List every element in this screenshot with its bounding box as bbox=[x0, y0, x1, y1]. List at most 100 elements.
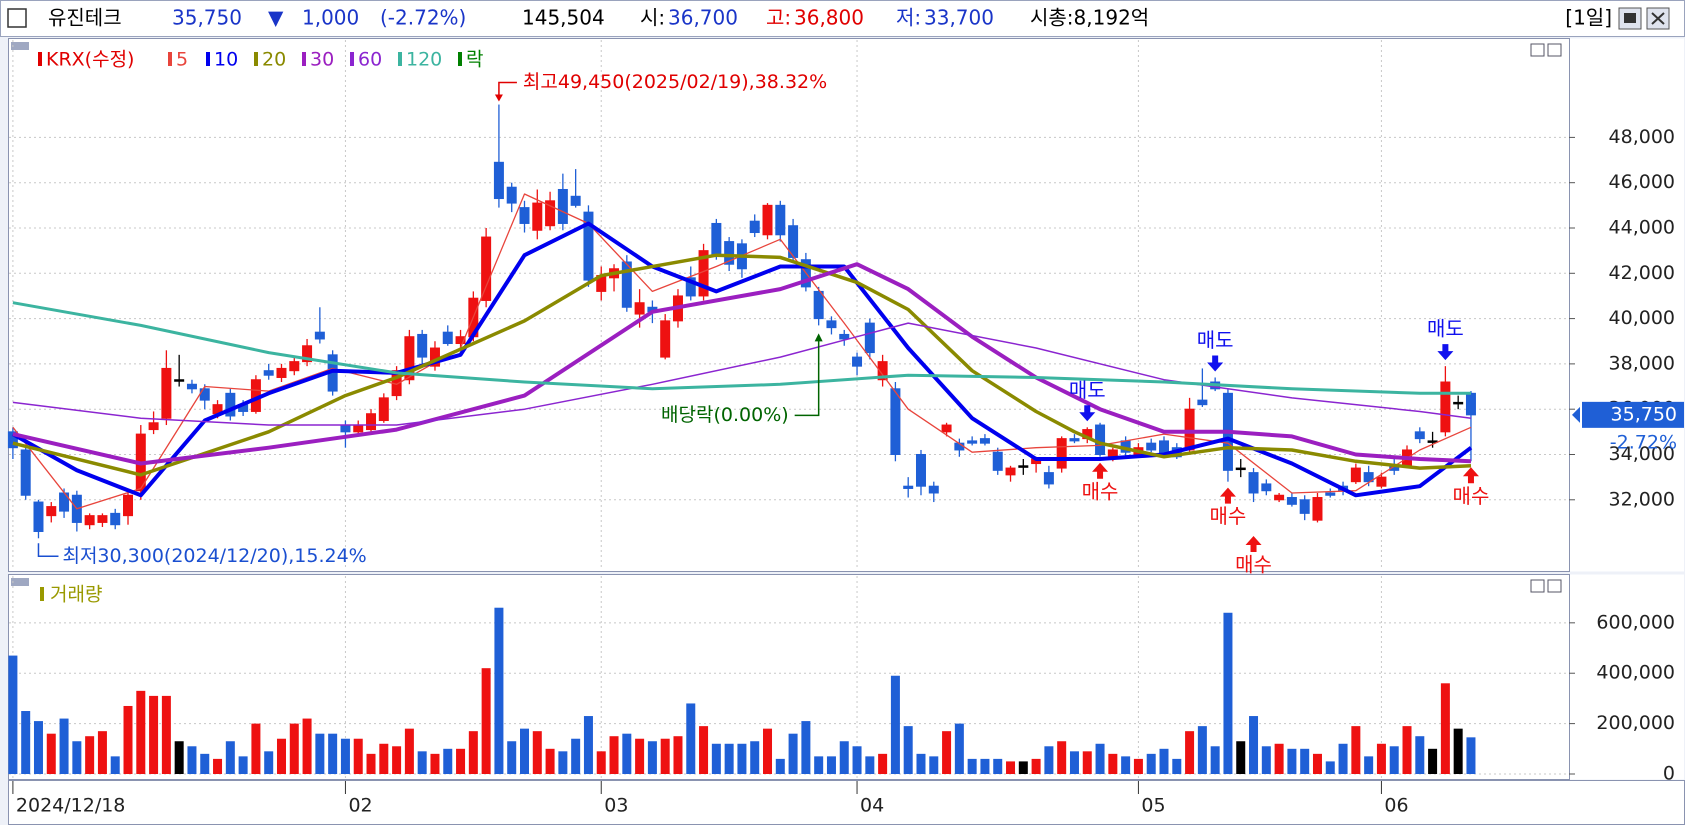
candle-body bbox=[724, 241, 735, 265]
candle-body bbox=[1465, 392, 1476, 416]
volume-bar bbox=[379, 743, 389, 774]
candle-body bbox=[788, 225, 799, 258]
candle-body bbox=[877, 361, 888, 381]
candle-body bbox=[174, 379, 185, 382]
legend-swatch bbox=[38, 52, 42, 66]
grid bbox=[9, 40, 1575, 794]
volume-bar bbox=[494, 607, 504, 774]
volume-bar bbox=[1172, 758, 1182, 774]
x-tick-label: 02 bbox=[348, 795, 372, 817]
volume-bar bbox=[315, 733, 325, 774]
checkbox[interactable] bbox=[7, 8, 27, 28]
high-note-arrow bbox=[498, 81, 517, 99]
volume-bar bbox=[699, 726, 709, 774]
pane-max-button[interactable] bbox=[1530, 43, 1545, 57]
volume-bar bbox=[1466, 737, 1476, 774]
candle-body bbox=[852, 356, 863, 367]
volume-bar bbox=[149, 695, 159, 774]
volume-bar bbox=[417, 751, 427, 774]
period[interactable]: [1일] bbox=[1565, 6, 1612, 30]
volume-bar bbox=[942, 731, 952, 774]
low-label: 저: bbox=[896, 6, 921, 30]
legend-swatch bbox=[302, 52, 306, 66]
candle-body bbox=[1286, 497, 1297, 505]
volume-bar bbox=[583, 716, 593, 774]
candle-body bbox=[1414, 431, 1425, 440]
volume-bar bbox=[1402, 726, 1412, 774]
volume-bar bbox=[1351, 726, 1361, 774]
pane-max-button[interactable] bbox=[1530, 579, 1545, 593]
candle-body bbox=[289, 361, 300, 372]
volume-bar bbox=[545, 748, 555, 774]
high: 36,800 bbox=[794, 6, 864, 30]
volume-bar bbox=[289, 723, 299, 774]
candle-body bbox=[1069, 438, 1080, 442]
candle-body bbox=[749, 220, 760, 234]
candle-body bbox=[1274, 494, 1285, 501]
volume-bar bbox=[72, 741, 82, 774]
volume-bar bbox=[1415, 736, 1425, 774]
volume-bar bbox=[737, 743, 747, 774]
candle-body bbox=[1261, 483, 1272, 492]
restore-icon bbox=[1624, 13, 1636, 23]
volume-bar bbox=[404, 728, 414, 774]
candle-body bbox=[570, 195, 581, 206]
ma-line bbox=[12, 301, 1471, 395]
volume-bar bbox=[967, 758, 977, 774]
candle-body bbox=[532, 202, 543, 231]
volume-bar bbox=[366, 753, 376, 774]
price-tag-change: -2.72% bbox=[1610, 431, 1677, 453]
candle-body bbox=[33, 501, 44, 532]
legend-label: 20 bbox=[262, 49, 286, 71]
volume-bar bbox=[1185, 731, 1195, 774]
x-tick-label: 05 bbox=[1141, 795, 1165, 817]
legend-label: 120 bbox=[406, 49, 442, 71]
sell-signal: 매도 bbox=[1427, 317, 1464, 341]
candle-body bbox=[20, 449, 31, 496]
y-tick-label: 46,000 bbox=[1609, 171, 1675, 193]
volume-bar bbox=[1031, 758, 1041, 774]
sell-arrow bbox=[1207, 355, 1224, 372]
price-axis-area bbox=[1570, 38, 1684, 572]
sell-arrow bbox=[1437, 344, 1454, 361]
volume-bar bbox=[673, 736, 683, 774]
legend-swatch bbox=[254, 52, 258, 66]
legend-swatch bbox=[40, 587, 44, 601]
ma-line bbox=[12, 253, 1472, 477]
volume-bar bbox=[801, 721, 811, 774]
candle-body bbox=[84, 515, 95, 526]
candle-body bbox=[1043, 472, 1054, 485]
header-bar bbox=[0, 0, 1685, 37]
volume: 145,504 bbox=[522, 6, 605, 30]
pane-close-button[interactable] bbox=[1547, 43, 1562, 57]
volume-bar bbox=[123, 705, 133, 774]
volume-bar bbox=[213, 758, 223, 774]
candle-body bbox=[225, 392, 236, 417]
volume-bar bbox=[1095, 743, 1105, 774]
volume-bar bbox=[481, 668, 491, 774]
volume-bar bbox=[59, 718, 69, 774]
candle-body bbox=[839, 333, 850, 340]
labels: 32,00034,00036,00038,00040,00042,00044,0… bbox=[16, 49, 1684, 817]
pane-close-button[interactable] bbox=[1547, 579, 1562, 593]
price-tag bbox=[1582, 401, 1684, 428]
high-label: 고: bbox=[766, 6, 791, 30]
volume-bar bbox=[468, 731, 478, 774]
volume-bar bbox=[775, 758, 785, 774]
volume-bar bbox=[763, 728, 773, 774]
legend-swatch bbox=[168, 52, 172, 66]
volume-bar bbox=[276, 738, 286, 774]
change-sign: ▼ bbox=[268, 6, 284, 30]
volume-bar bbox=[903, 726, 913, 774]
price-pane bbox=[8, 38, 1570, 572]
legend-label: 10 bbox=[214, 49, 238, 71]
candle-body bbox=[775, 204, 786, 236]
volume-bar bbox=[1274, 743, 1284, 774]
low-note: 최저30,300(2024/12/20),15.24% bbox=[62, 545, 366, 567]
volume-bar bbox=[520, 728, 529, 774]
volume-bar bbox=[980, 758, 990, 774]
volume-bar bbox=[340, 738, 350, 774]
candle-body bbox=[276, 367, 287, 378]
volume-bar bbox=[1082, 751, 1092, 774]
candle-body bbox=[340, 424, 351, 433]
